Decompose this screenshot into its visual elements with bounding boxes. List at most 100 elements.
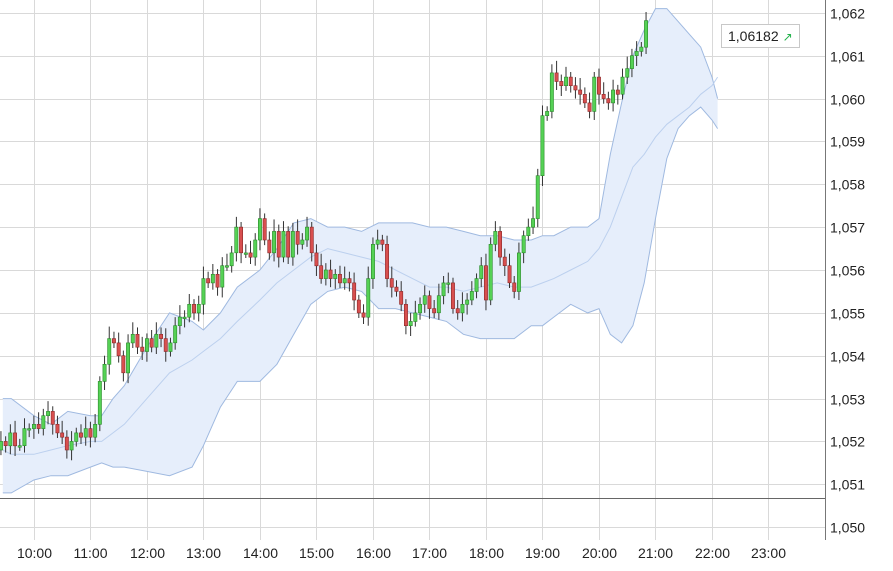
candle-body [465,299,470,305]
up-arrow-icon: ↗ [782,30,793,44]
candle-down [455,300,460,320]
bollinger-middle-line [2,76,719,455]
candle-down [483,253,488,311]
candle-up [31,415,36,439]
x-tick-label: 18:00 [469,545,504,561]
candle-body [8,432,13,447]
candle-up [422,285,427,313]
candle-up [413,300,418,327]
x-axis-labels: 10:00 11:00 12:00 13:00 14:00 15:00 16:00 17:00… [17,545,786,561]
candle-body [441,282,446,297]
candle-body [173,325,178,344]
candle-body [498,231,502,258]
x-tick-label: 20:00 [582,545,617,561]
candle-body [210,273,215,284]
candle-body [107,338,112,365]
bollinger-band-area [2,8,718,493]
candle-body [399,291,404,305]
candle-body [149,338,154,348]
candle-body [375,239,380,245]
candle-body [253,239,258,258]
candle-body [601,94,606,99]
candle-body [182,316,187,319]
candle-up [479,257,484,288]
candle-up [107,326,112,375]
candle-body [220,265,225,288]
candle-body [502,256,507,267]
candle-up [342,266,347,290]
candle-body [587,102,592,112]
candle-up [41,408,46,436]
candle-up [333,269,338,289]
candle-up [521,230,526,264]
candle-up [182,310,187,328]
last-price-value: 1,06182 [728,28,779,44]
candle-down [60,420,65,444]
candle-down [361,304,366,324]
candle-up [493,221,498,252]
candle-body [323,269,328,279]
candle-up [549,64,554,119]
candle-body [639,46,644,52]
candle-body [0,441,3,451]
candle-body [192,303,196,314]
candle-body [380,239,385,245]
candle-up [436,283,441,320]
candle-body [112,338,116,344]
y-tick-label: 1,054 [830,349,865,365]
x-tick-label: 17:00 [412,545,447,561]
candle-body [512,282,517,292]
candle-up [257,208,262,251]
candle-up [370,237,375,289]
candle-body [22,428,27,447]
candle-body [403,303,408,326]
candle-up [460,292,465,322]
candle-down [356,294,361,318]
candle-body [328,269,333,279]
candle-up [469,281,474,306]
candle-body [554,72,559,82]
candle-body [394,286,399,292]
candle-down [116,332,121,363]
candle-body [436,295,441,314]
candle-down [587,92,592,119]
x-tick-label: 12:00 [130,545,165,561]
candle-up [253,233,258,266]
candle-up [564,66,569,91]
candle-body [257,218,262,241]
candle-up [446,272,451,294]
candle-body [521,235,526,254]
candle-body [455,308,460,314]
candle-body [531,218,536,228]
candle-down [507,253,512,288]
candle-body [615,89,620,95]
candle-body [596,76,601,95]
candle-up [8,424,13,455]
candle-down [79,424,83,444]
candle-body [370,244,375,279]
candle-body [116,342,121,357]
candle-up [474,273,479,299]
candles [0,12,649,461]
candle-up [441,276,446,305]
candle-body [309,226,314,254]
y-tick-label: 1,060 [830,92,865,108]
candle-down [55,415,60,438]
candle-down [554,60,559,90]
candle-body [629,55,634,69]
candle-up [281,221,286,263]
candle-body [634,51,639,57]
candle-down [389,266,394,298]
candle-body [163,338,168,352]
candle-body [347,278,352,284]
candle-body [516,252,521,292]
candle-up [210,264,215,290]
candle-up [488,237,493,306]
candle-body [262,218,267,241]
candle-down [121,350,126,382]
x-tick-label: 21:00 [638,545,673,561]
candle-body [79,432,83,438]
candle-up [145,333,149,362]
candle-body [276,231,281,258]
